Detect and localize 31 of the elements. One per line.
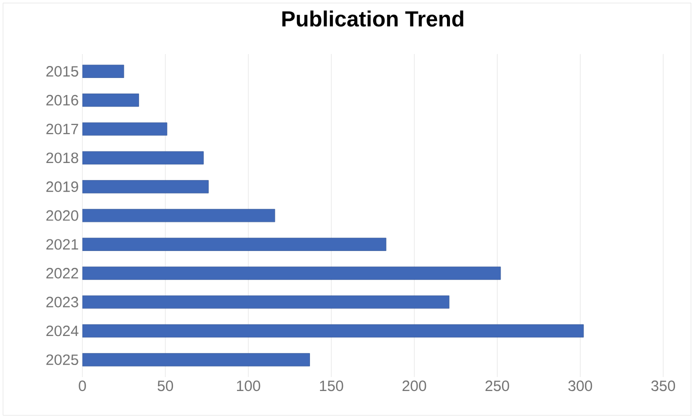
x-tick-label: 200 [402,380,426,391]
bar [82,151,204,164]
bar [82,266,501,280]
x-tick-label: 150 [320,380,344,391]
y-tick-label: 2020 [46,210,78,221]
y-tick-label: 2025 [46,354,78,365]
x-tick-label: 250 [486,380,510,391]
bar [82,353,310,366]
y-tick-label: 2017 [46,124,78,134]
y-tick-label: 2019 [46,181,78,192]
bar [82,64,124,78]
chart-title: Publication Trend [282,10,464,26]
bar [82,324,584,338]
y-tick-label: 2015 [46,66,78,76]
y-tick-label: 2024 [46,325,78,336]
y-tick-label: 2022 [46,268,78,278]
y-tick-label: 2016 [46,94,78,106]
bar [82,208,276,222]
bar [82,180,209,194]
y-tick-label: 2018 [46,152,78,163]
bar [82,93,139,107]
x-tick-label: 300 [568,380,592,391]
bar [82,295,450,308]
x-tick-label: 0 [78,380,86,391]
y-tick-label: 2023 [46,296,78,308]
y-tick-label: 2021 [46,238,78,250]
bar [82,122,168,136]
x-tick-label: 350 [651,380,676,391]
x-tick-label: 50 [158,380,174,391]
x-tick-label: 100 [237,380,260,391]
bar [82,238,386,251]
